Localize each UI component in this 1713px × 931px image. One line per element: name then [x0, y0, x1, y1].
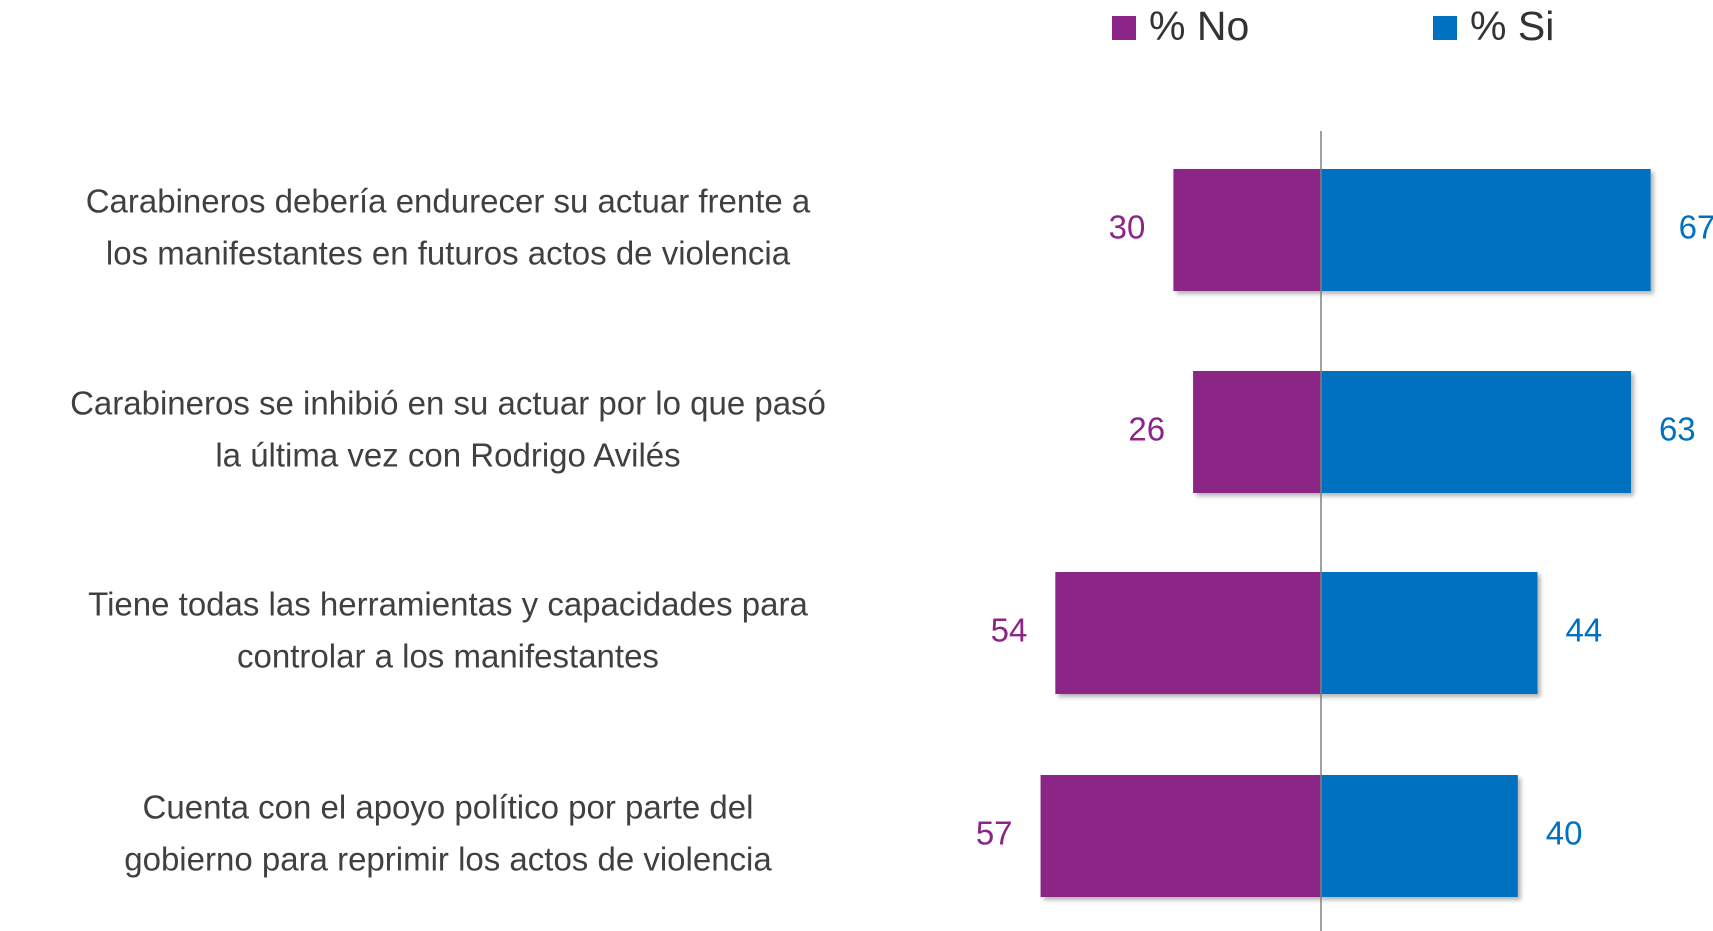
category-label: controlar a los manifestantes	[237, 638, 659, 675]
plot: Carabineros debería endurecer su actuar …	[70, 131, 1713, 931]
legend-label: % No	[1149, 3, 1249, 49]
category-label: Carabineros se inhibió en su actuar por …	[70, 385, 826, 422]
category-label: Cuenta con el apoyo político por parte d…	[143, 789, 754, 826]
category-label: gobierno para reprimir los actos de viol…	[124, 841, 772, 878]
value-label: 54	[991, 612, 1028, 649]
bar	[1040, 775, 1321, 897]
value-label: 40	[1546, 815, 1583, 852]
legend-label: % Si	[1470, 3, 1554, 49]
legend: % No % Si	[1112, 3, 1554, 49]
value-label: 26	[1128, 411, 1165, 448]
category-label: los manifestantes en futuros actos de vi…	[106, 235, 791, 272]
bar	[1055, 572, 1321, 694]
bar	[1193, 371, 1321, 493]
category-label: Carabineros debería endurecer su actuar …	[86, 183, 811, 220]
value-label: 57	[976, 815, 1013, 852]
value-label: 63	[1659, 411, 1696, 448]
bar	[1321, 572, 1538, 694]
category-label: la última vez con Rodrigo Avilés	[215, 437, 680, 474]
bar	[1321, 371, 1631, 493]
legend-swatch	[1112, 16, 1136, 40]
value-label: 30	[1109, 209, 1146, 246]
category-label: Tiene todas las herramientas y capacidad…	[88, 586, 808, 623]
value-label: 44	[1565, 612, 1602, 649]
bar	[1321, 169, 1651, 291]
value-label: 67	[1679, 209, 1713, 246]
legend-swatch	[1433, 16, 1457, 40]
bar	[1321, 775, 1518, 897]
bar	[1173, 169, 1321, 291]
